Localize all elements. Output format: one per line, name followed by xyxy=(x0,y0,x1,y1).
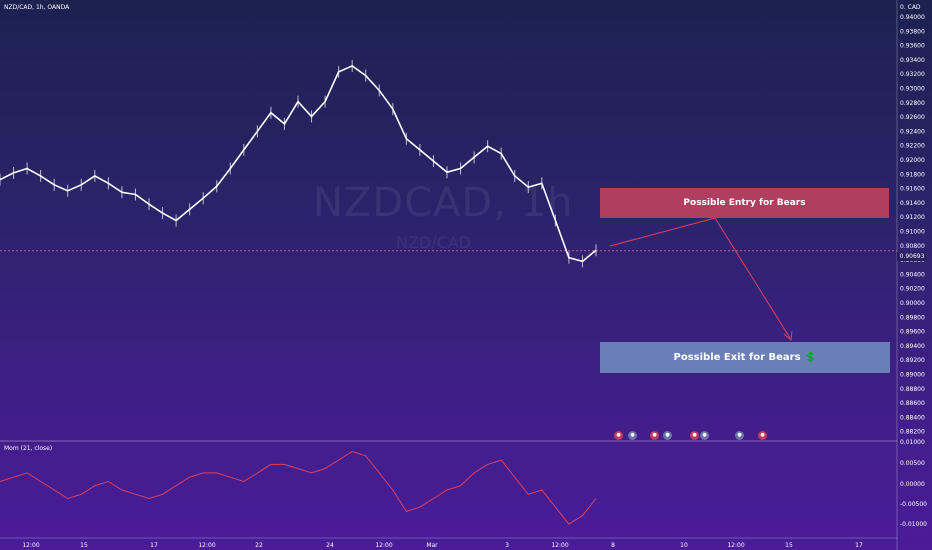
indicator-label[interactable]: Mom (21, close) xyxy=(4,445,53,452)
price-axis-tick: 0.91200 xyxy=(900,214,925,221)
price-axis-tick: 0.92400 xyxy=(900,128,925,135)
economic-event-icon[interactable]: ● xyxy=(663,431,672,440)
time-axis-tick: 12:00 xyxy=(22,542,39,549)
price-axis-tick: 0.93800 xyxy=(900,28,925,35)
price-axis-currency: 0. CAD xyxy=(900,4,921,11)
price-axis-tick: 0.89600 xyxy=(900,329,925,336)
price-axis-tick: 0.92800 xyxy=(900,100,925,107)
exit-zone-label: Possible Exit for Bears 💲 xyxy=(673,352,817,363)
price-axis-tick: 0.90400 xyxy=(900,271,925,278)
price-axis-tick: 0.93600 xyxy=(900,43,925,50)
indicator-axis-tick: 0.01000 xyxy=(900,439,925,446)
time-axis-tick: Mar xyxy=(426,542,438,549)
economic-event-icon[interactable]: ● xyxy=(628,431,637,440)
economic-event-icon[interactable]: ● xyxy=(650,431,659,440)
symbol-watermark: NZDCAD, 1h xyxy=(313,180,574,226)
price-axis-tick: 0.93200 xyxy=(900,71,925,78)
price-axis-tick: 0.88800 xyxy=(900,386,925,393)
price-axis-tick: 0.89400 xyxy=(900,343,925,350)
price-axis-tick: 0.91600 xyxy=(900,186,925,193)
arrow-head xyxy=(783,330,793,341)
exit-zone-box[interactable]: Possible Exit for Bears 💲 xyxy=(600,342,890,373)
entry-zone-label: Possible Entry for Bears xyxy=(683,198,806,208)
price-axis-tick: 0.93000 xyxy=(900,86,925,93)
price-axis-tick: 0.89000 xyxy=(900,372,925,379)
price-axis-tick: 0.91800 xyxy=(900,171,925,178)
price-axis-tick: 0.94000 xyxy=(900,14,925,21)
indicator-axis-tick: -0.01000 xyxy=(900,521,927,528)
momentum-series-line xyxy=(0,450,597,525)
entry-arrow-line xyxy=(609,217,716,247)
price-axis-tick: 0.88600 xyxy=(900,400,925,407)
time-axis-tick: 10 xyxy=(680,542,688,549)
economic-event-icon[interactable]: ● xyxy=(614,431,623,440)
indicator-axis-tick: -0.00500 xyxy=(900,501,927,508)
pair-watermark: NZD/CAD xyxy=(396,233,472,252)
time-axis-tick: 22 xyxy=(255,542,263,549)
time-axis-tick: 12:00 xyxy=(551,542,568,549)
indicator-axis-tick: 0.00500 xyxy=(900,460,925,467)
time-axis-tick: 3 xyxy=(505,542,509,549)
time-axis-tick: 12:00 xyxy=(375,542,392,549)
economic-event-icon[interactable]: ● xyxy=(690,431,699,440)
time-axis-tick: 12:00 xyxy=(198,542,215,549)
economic-event-icon[interactable]: ● xyxy=(758,431,767,440)
exit-arrow-line xyxy=(714,217,791,339)
price-axis-tick: 0.93400 xyxy=(900,57,925,64)
time-axis-tick: 15 xyxy=(785,542,793,549)
indicator-axis-tick: 0.00000 xyxy=(900,481,925,488)
time-axis-tick: 17 xyxy=(150,542,158,549)
price-axis-tick: 0.90200 xyxy=(900,286,925,293)
economic-event-icon[interactable]: ● xyxy=(735,431,744,440)
price-axis-tick: 0.92000 xyxy=(900,157,925,164)
time-axis-tick: 24 xyxy=(326,542,334,549)
price-axis-tick: 0.91400 xyxy=(900,200,925,207)
time-axis-tick: 17 xyxy=(855,542,863,549)
time-axis-tick: 12:00 xyxy=(727,542,744,549)
price-axis-tick: 0.90000 xyxy=(900,300,925,307)
time-axis-tick: 15 xyxy=(80,542,88,549)
price-series-line xyxy=(0,64,597,263)
current-price-label: 0.90693 xyxy=(897,252,927,261)
price-axis-tick: 0.92200 xyxy=(900,143,925,150)
price-axis-tick: 0.90800 xyxy=(900,243,925,250)
price-axis-tick: 0.91000 xyxy=(900,229,925,236)
price-axis-tick: 0.88400 xyxy=(900,414,925,421)
price-axis-tick: 0.92600 xyxy=(900,114,925,121)
time-axis-tick: 8 xyxy=(611,542,615,549)
price-axis-tick: 0.89200 xyxy=(900,357,925,364)
symbol-info[interactable]: NZD/CAD, 1h, OANDA xyxy=(4,4,70,11)
price-axis-tick: 0.88200 xyxy=(900,429,925,436)
entry-zone-box[interactable]: Possible Entry for Bears xyxy=(600,188,889,218)
price-axis-tick: 0.89800 xyxy=(900,314,925,321)
economic-event-icon[interactable]: ● xyxy=(700,431,709,440)
